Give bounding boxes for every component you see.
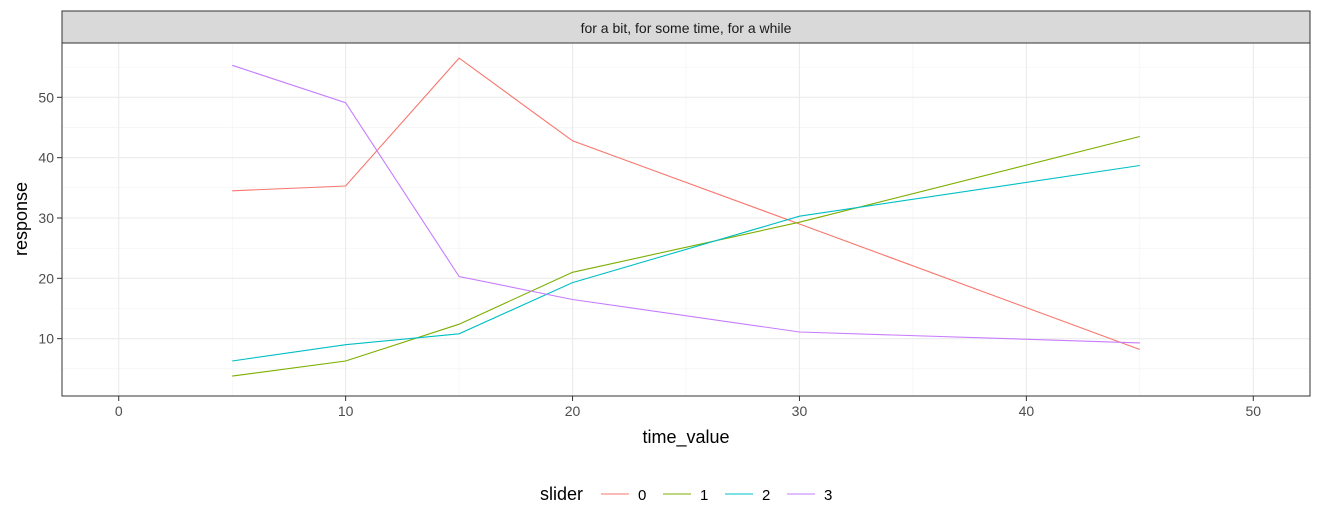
x-tick-label: 40 <box>1019 403 1035 419</box>
x-axis: 0 10 20 30 40 50 <box>115 396 1261 419</box>
legend-label-3: 3 <box>824 487 832 504</box>
y-tick-label: 30 <box>38 210 54 226</box>
facet-label: for a bit, for some time, for a while <box>581 20 792 36</box>
legend-title: slider <box>540 484 583 504</box>
legend: slider 0 1 2 3 <box>540 484 832 504</box>
panel-border <box>61 42 1311 397</box>
facet-strip <box>61 10 1311 44</box>
major-gridlines <box>62 43 1310 396</box>
y-tick-label: 10 <box>38 331 54 347</box>
y-axis: 10 20 30 40 50 <box>38 89 62 347</box>
legend-label-1: 1 <box>700 487 708 504</box>
x-tick-label: 0 <box>115 403 123 419</box>
series-line-0 <box>232 57 1140 351</box>
x-tick-label: 20 <box>565 403 581 419</box>
y-tick-label: 20 <box>38 270 54 286</box>
y-tick-label: 40 <box>38 150 54 166</box>
x-tick-label: 30 <box>792 403 808 419</box>
x-tick-label: 50 <box>1245 403 1261 419</box>
series-line-2 <box>232 164 1140 362</box>
minor-gridlines <box>62 43 1310 396</box>
series-lines <box>232 57 1140 377</box>
legend-label-0: 0 <box>638 487 646 504</box>
y-tick-label: 50 <box>38 89 54 105</box>
x-axis-title: time_value <box>642 427 729 448</box>
legend-label-2: 2 <box>762 487 770 504</box>
series-line-3 <box>232 64 1140 344</box>
x-tick-label: 10 <box>338 403 354 419</box>
y-axis-title: response <box>11 182 31 256</box>
